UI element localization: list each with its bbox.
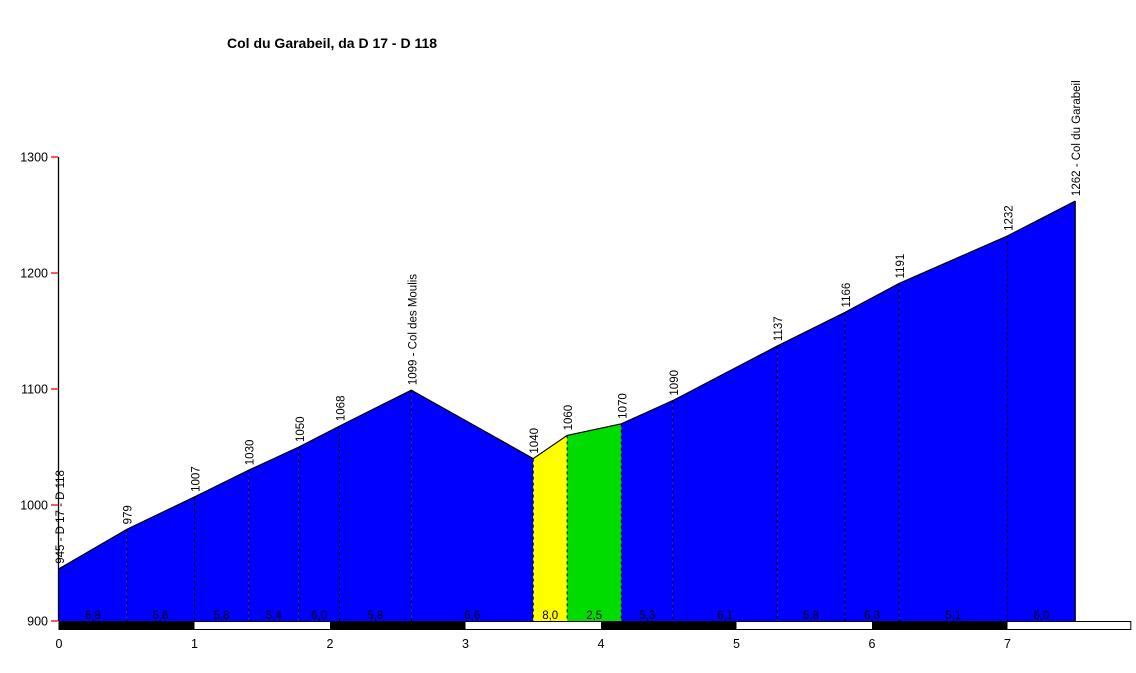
elevation-label: 1262 - Col du Garabeil: [1071, 80, 1083, 196]
y-axis-label: 1200: [20, 267, 48, 281]
gradient-label: 5,6: [153, 610, 169, 622]
elevation-label: 1137: [773, 316, 785, 341]
elevation-label: 1040: [529, 428, 541, 454]
gradient-label: 5,1: [945, 610, 961, 622]
x-axis-label: 6: [869, 637, 876, 651]
x-axis-label: 4: [598, 637, 605, 651]
gradient-label: 6,0: [311, 610, 327, 622]
gradient-label: 5,3: [639, 610, 655, 622]
elevation-label: 1090: [669, 370, 681, 396]
gradient-label: 6,1: [717, 610, 733, 622]
gradient-label: 5,8: [214, 610, 230, 622]
y-axis-label: 1300: [20, 151, 48, 165]
y-axis-label: 900: [27, 615, 48, 629]
profile-segment-area: [533, 435, 568, 621]
elevation-label: 1060: [563, 405, 575, 431]
gradient-label: 5,8: [367, 610, 383, 622]
gradient-label: 8,0: [542, 610, 558, 622]
profile-segment-area: [194, 470, 249, 621]
elevation-label: 1007: [191, 466, 203, 492]
profile-segment-area: [844, 283, 900, 621]
gradient-label: 6,0: [1033, 610, 1049, 622]
x-axis-label: 0: [56, 637, 63, 651]
gradient-label: 5,8: [803, 610, 819, 622]
elevation-label: 1191: [895, 254, 907, 279]
x-axis-label: 1: [191, 637, 198, 651]
x-axis-label: 2: [327, 637, 334, 651]
elevation-label: 1030: [245, 440, 257, 466]
profile-segment-area: [298, 426, 340, 621]
gradient-label: 2,5: [586, 610, 602, 622]
gradient-label: 5,4: [266, 610, 283, 622]
elevation-label: 1232: [1004, 205, 1016, 231]
gradient-label: 6,6: [464, 610, 480, 622]
x-axis-label: 7: [1004, 637, 1011, 651]
elevation-label: 979: [123, 505, 135, 524]
profile-segment-area: [1007, 201, 1076, 621]
profile-segment-area: [59, 529, 127, 621]
x-axis-label: 5: [733, 637, 740, 651]
profile-segment-area: [567, 423, 622, 621]
km-bar-dark-segment: [59, 621, 195, 630]
km-bar-dark-segment: [330, 621, 466, 630]
profile-segment-area: [339, 390, 412, 621]
profile-segment-area: [621, 400, 673, 621]
y-axis-label: 1000: [20, 499, 48, 513]
profile-segment-area: [672, 346, 778, 621]
chart-title: Col du Garabeil, da D 17 - D 118: [227, 35, 438, 51]
x-axis-label: 3: [462, 637, 469, 651]
profile-segment-area: [248, 447, 299, 621]
elevation-label: 1166: [841, 283, 853, 308]
gradient-label: 6,8: [85, 610, 101, 622]
y-axis-label: 1100: [21, 383, 48, 397]
profile-segment-area: [126, 496, 195, 621]
elevation-label: 1070: [617, 393, 629, 419]
elevation-label: 1099 - Col des Moulis: [407, 274, 419, 385]
profile-outline: [58, 200, 1076, 570]
gradient-label: 6,3: [864, 610, 880, 622]
elevation-label: 1050: [295, 416, 307, 442]
profile-segment-area: [899, 235, 1008, 621]
profile-segment-area: [411, 390, 534, 621]
profile-segment-area: [777, 312, 845, 621]
km-bar-dark-segment: [872, 621, 1008, 630]
km-bar-dark-segment: [601, 621, 737, 630]
elevation-label: 1068: [335, 396, 347, 422]
elevation-label: 945 - D 17 - D 118: [55, 470, 67, 564]
